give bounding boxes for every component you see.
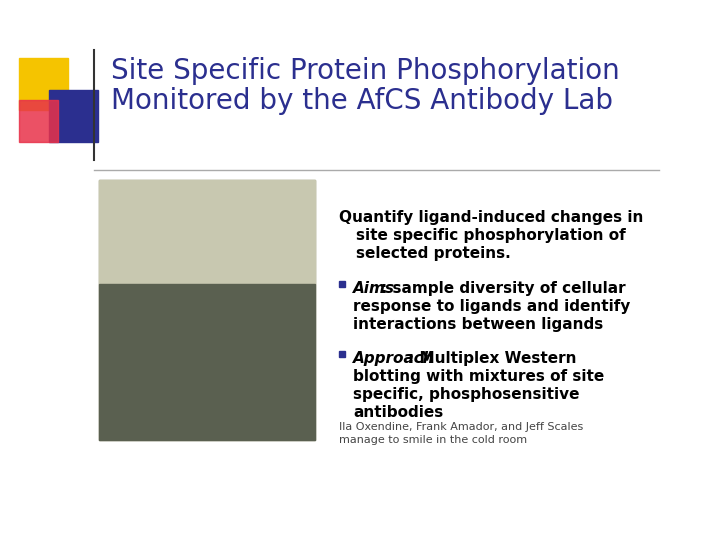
Text: blotting with mixtures of site: blotting with mixtures of site <box>353 369 604 384</box>
Text: Site Specific Protein Phosphorylation: Site Specific Protein Phosphorylation <box>111 57 620 85</box>
Text: Quantify ligand-induced changes in: Quantify ligand-induced changes in <box>339 210 643 225</box>
Text: manage to smile in the cold room: manage to smile in the cold room <box>339 435 527 445</box>
Bar <box>19 58 68 110</box>
Bar <box>19 100 58 142</box>
Text: : sample diversity of cellular: : sample diversity of cellular <box>382 281 626 296</box>
Text: Aims: Aims <box>353 281 395 296</box>
Text: antibodies: antibodies <box>353 405 444 420</box>
Text: Approach: Approach <box>353 351 435 366</box>
Text: interactions between ligands: interactions between ligands <box>353 317 603 332</box>
Bar <box>99 180 315 440</box>
Bar <box>339 351 345 357</box>
Bar <box>99 284 315 440</box>
Text: site specific phosphorylation of: site specific phosphorylation of <box>356 228 626 243</box>
Bar <box>339 281 345 287</box>
Text: Ila Oxendine, Frank Amador, and Jeff Scales: Ila Oxendine, Frank Amador, and Jeff Sca… <box>339 422 583 432</box>
Text: Monitored by the AfCS Antibody Lab: Monitored by the AfCS Antibody Lab <box>111 87 613 115</box>
Text: selected proteins.: selected proteins. <box>356 246 510 261</box>
Text: specific, phosphosensitive: specific, phosphosensitive <box>353 387 580 402</box>
Text: response to ligands and identify: response to ligands and identify <box>353 299 631 314</box>
Text: : Multiplex Western: : Multiplex Western <box>408 351 576 366</box>
Bar <box>49 90 98 142</box>
Bar <box>99 180 315 284</box>
